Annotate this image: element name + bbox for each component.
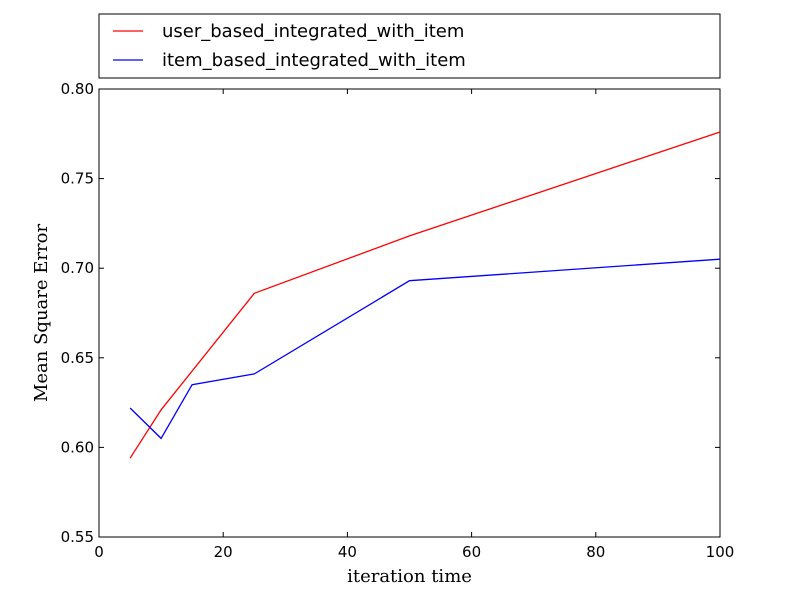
x-tick-label: 100	[706, 543, 735, 561]
y-tick-label: 0.60	[61, 438, 94, 456]
legend-label-2: item_based_integrated_with_item	[162, 50, 466, 71]
series-lines	[129, 131, 721, 459]
series-line-2	[129, 258, 721, 440]
y-tick-label: 0.55	[61, 528, 94, 546]
y-tick-label: 0.80	[61, 80, 94, 98]
x-tick-label: 60	[462, 543, 481, 561]
y-tick-label: 0.70	[61, 259, 94, 277]
legend-frame	[98, 13, 721, 79]
plot-area	[98, 88, 721, 538]
x-axis-label: iteration time	[347, 566, 472, 587]
x-tick-label: 0	[94, 543, 104, 561]
series-line-1	[129, 131, 721, 459]
y-axis-label: Mean Square Error	[31, 224, 52, 402]
axis-ticks: 0 20 40 60 80 100 0.55 0.60 0.65 0.70 0.75 0.80	[61, 80, 735, 561]
y-tick-label: 0.65	[61, 349, 94, 367]
x-tick-label: 80	[586, 543, 605, 561]
x-tick-label: 40	[338, 543, 357, 561]
legend: user_based_integrated_with_item item_base…	[98, 13, 721, 79]
legend-label-1: user_based_integrated_with_item	[162, 21, 464, 42]
x-tick-label: 20	[214, 543, 233, 561]
y-tick-label: 0.75	[61, 170, 94, 188]
